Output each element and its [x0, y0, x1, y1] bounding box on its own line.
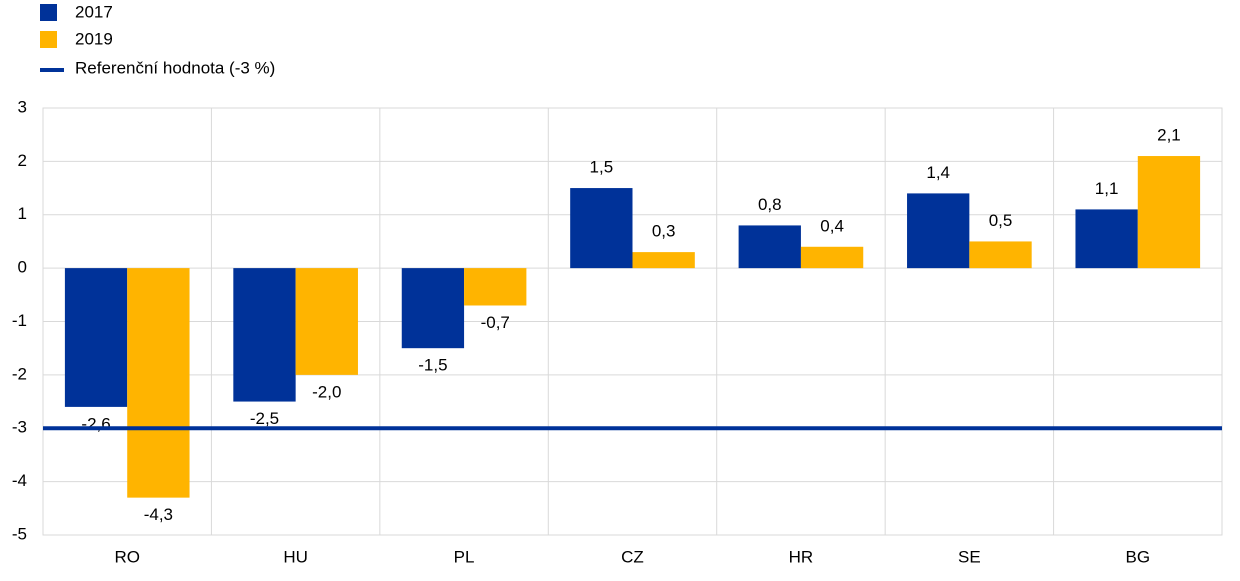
legend-label: 2019: [75, 29, 113, 48]
bar: [1137, 156, 1201, 269]
value-label: -2,0: [312, 382, 341, 401]
y-tick-label: -3: [12, 418, 27, 437]
y-tick-label: 2: [18, 151, 27, 170]
legend-swatch: [40, 31, 57, 48]
bar: [800, 246, 864, 269]
y-tick-label: 0: [18, 258, 27, 277]
value-label: -4,3: [144, 505, 173, 524]
y-tick-label: -2: [12, 364, 27, 383]
y-tick-label: -1: [12, 311, 27, 330]
value-label: 0,8: [758, 195, 782, 214]
value-label: 1,4: [926, 163, 950, 182]
bar: [464, 268, 527, 306]
value-label: 2,1: [1157, 126, 1181, 145]
value-label: -1,5: [418, 356, 447, 375]
value-label: -0,7: [481, 313, 510, 332]
bar: [127, 268, 190, 498]
bar: [233, 268, 296, 402]
legend-label: 2017: [75, 2, 113, 21]
x-tick-label: PL: [454, 547, 475, 566]
x-tick-label: BG: [1126, 547, 1151, 566]
value-label: 1,5: [590, 158, 614, 177]
value-label: 0,5: [989, 211, 1013, 230]
legend-label: Referenční hodnota (-3 %): [75, 58, 275, 77]
bar: [907, 193, 970, 269]
bar: [64, 268, 128, 407]
y-tick-label: 3: [18, 97, 27, 116]
bar: [570, 188, 633, 269]
x-tick-label: HU: [283, 547, 308, 566]
bar: [969, 241, 1032, 269]
value-label: 0,4: [820, 216, 844, 235]
value-label: 1,1: [1095, 179, 1119, 198]
bar: [401, 268, 465, 349]
y-tick-label: 1: [18, 204, 27, 223]
value-label: -2,6: [81, 414, 110, 433]
x-tick-label: HR: [789, 547, 814, 566]
value-label: -2,5: [250, 409, 279, 428]
x-tick-label: SE: [958, 547, 981, 566]
bar: [632, 252, 695, 269]
bar: [1075, 209, 1138, 269]
y-tick-label: -4: [12, 471, 27, 490]
bar: [738, 225, 801, 269]
y-tick-label: -5: [12, 524, 27, 543]
value-label: 0,3: [652, 222, 676, 241]
x-tick-label: RO: [114, 547, 140, 566]
x-tick-label: CZ: [621, 547, 644, 566]
bar: [295, 268, 358, 375]
legend-swatch: [40, 4, 57, 21]
